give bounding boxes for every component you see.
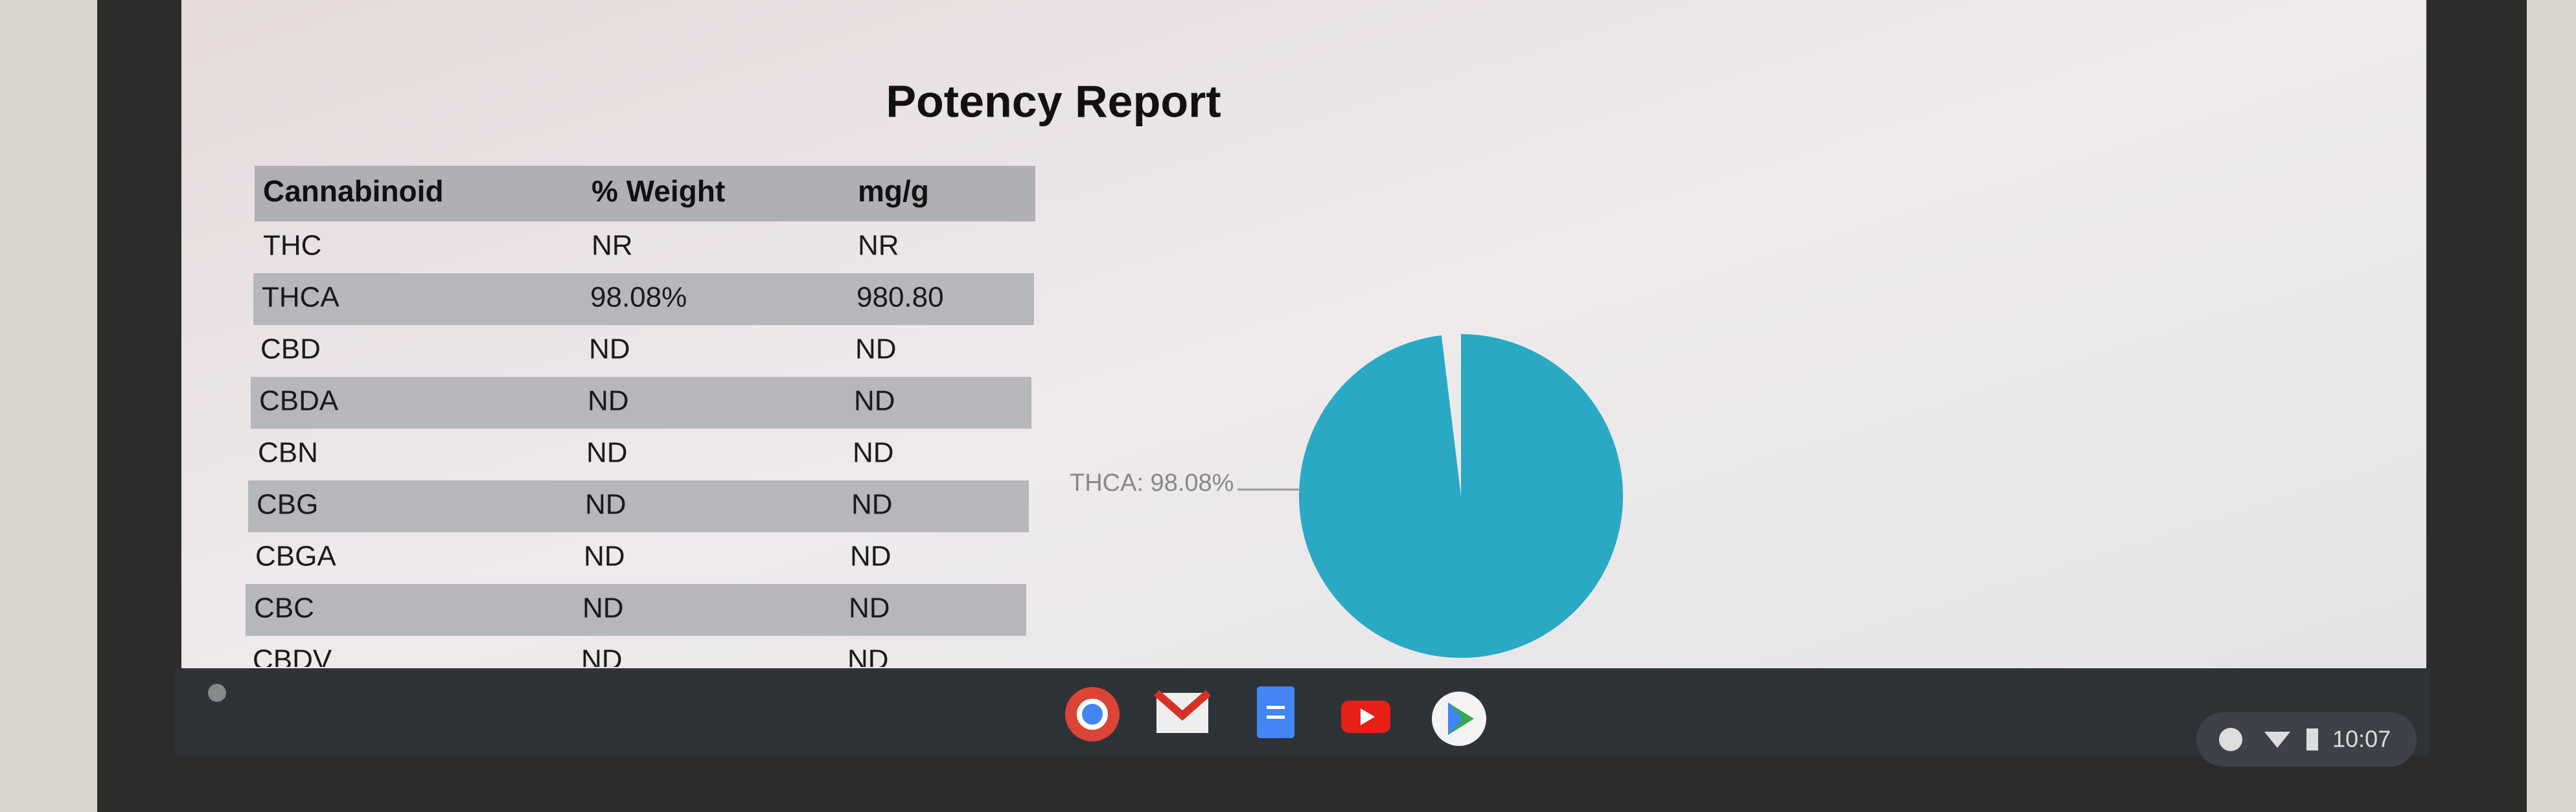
table-cell: ND [854, 385, 895, 417]
table-row-band [246, 584, 1026, 636]
table-cell: THCA [262, 282, 339, 313]
table-cell: ND [584, 541, 625, 572]
table-row-band [253, 273, 1034, 325]
table-row-band [251, 377, 1031, 429]
table-cell: CBDA [259, 385, 339, 417]
table-cell: CBDV [253, 644, 332, 676]
table-cell: 98.08% [590, 282, 687, 313]
table-cell: THC [263, 230, 321, 262]
table-cell: CBGA [255, 541, 336, 572]
table-cell: 980.80 [857, 282, 944, 313]
table-cell: NR [858, 230, 899, 262]
table-cell: ND [588, 385, 629, 417]
table-row-band [248, 480, 1029, 532]
shelf [175, 668, 2430, 756]
table-cell: ND [589, 333, 630, 365]
table-cell: CBG [257, 489, 318, 521]
column-header: % Weight [592, 174, 725, 208]
report-title: Potency Report [886, 76, 1221, 126]
pie-slice [1298, 334, 1623, 658]
table-cell: ND [851, 489, 893, 521]
table-cell: CBD [260, 333, 321, 365]
wifi-icon [2264, 732, 2290, 748]
table-cell: ND [586, 437, 628, 469]
table-cell: ND [847, 644, 889, 676]
launcher-button[interactable] [208, 684, 226, 702]
youtube-icon[interactable] [1341, 701, 1390, 733]
table-cell: ND [585, 489, 627, 521]
docs-icon[interactable] [1257, 686, 1294, 738]
table-cell: ND [849, 592, 890, 624]
column-header: Cannabinoid [263, 174, 444, 208]
clock: 10:07 [2332, 726, 2391, 752]
battery-icon [2306, 728, 2318, 750]
slice-label: THCA: 98.08% [1070, 469, 1234, 497]
play-store-icon[interactable] [1432, 692, 1486, 746]
potency-table: Cannabinoid % Weight mg/g THC NR NR THCA 98.08%… [246, 166, 1035, 676]
table-cell: CBN [258, 437, 318, 469]
table-cell: ND [853, 437, 894, 469]
column-header: mg/g [858, 174, 929, 208]
table-cell: CBC [254, 592, 314, 624]
gmail-icon[interactable] [1154, 690, 1211, 733]
status-icon [2219, 728, 2242, 751]
table-cell: ND [850, 541, 891, 572]
table-cell: ND [855, 333, 897, 365]
chrome-icon[interactable] [1065, 687, 1120, 741]
table-cell: ND [581, 644, 623, 676]
table-header-row [255, 166, 1035, 221]
pie-chart: THCA: 98.08% [1070, 334, 1623, 658]
table-cell: ND [582, 592, 624, 624]
table-cell: NR [592, 230, 633, 262]
